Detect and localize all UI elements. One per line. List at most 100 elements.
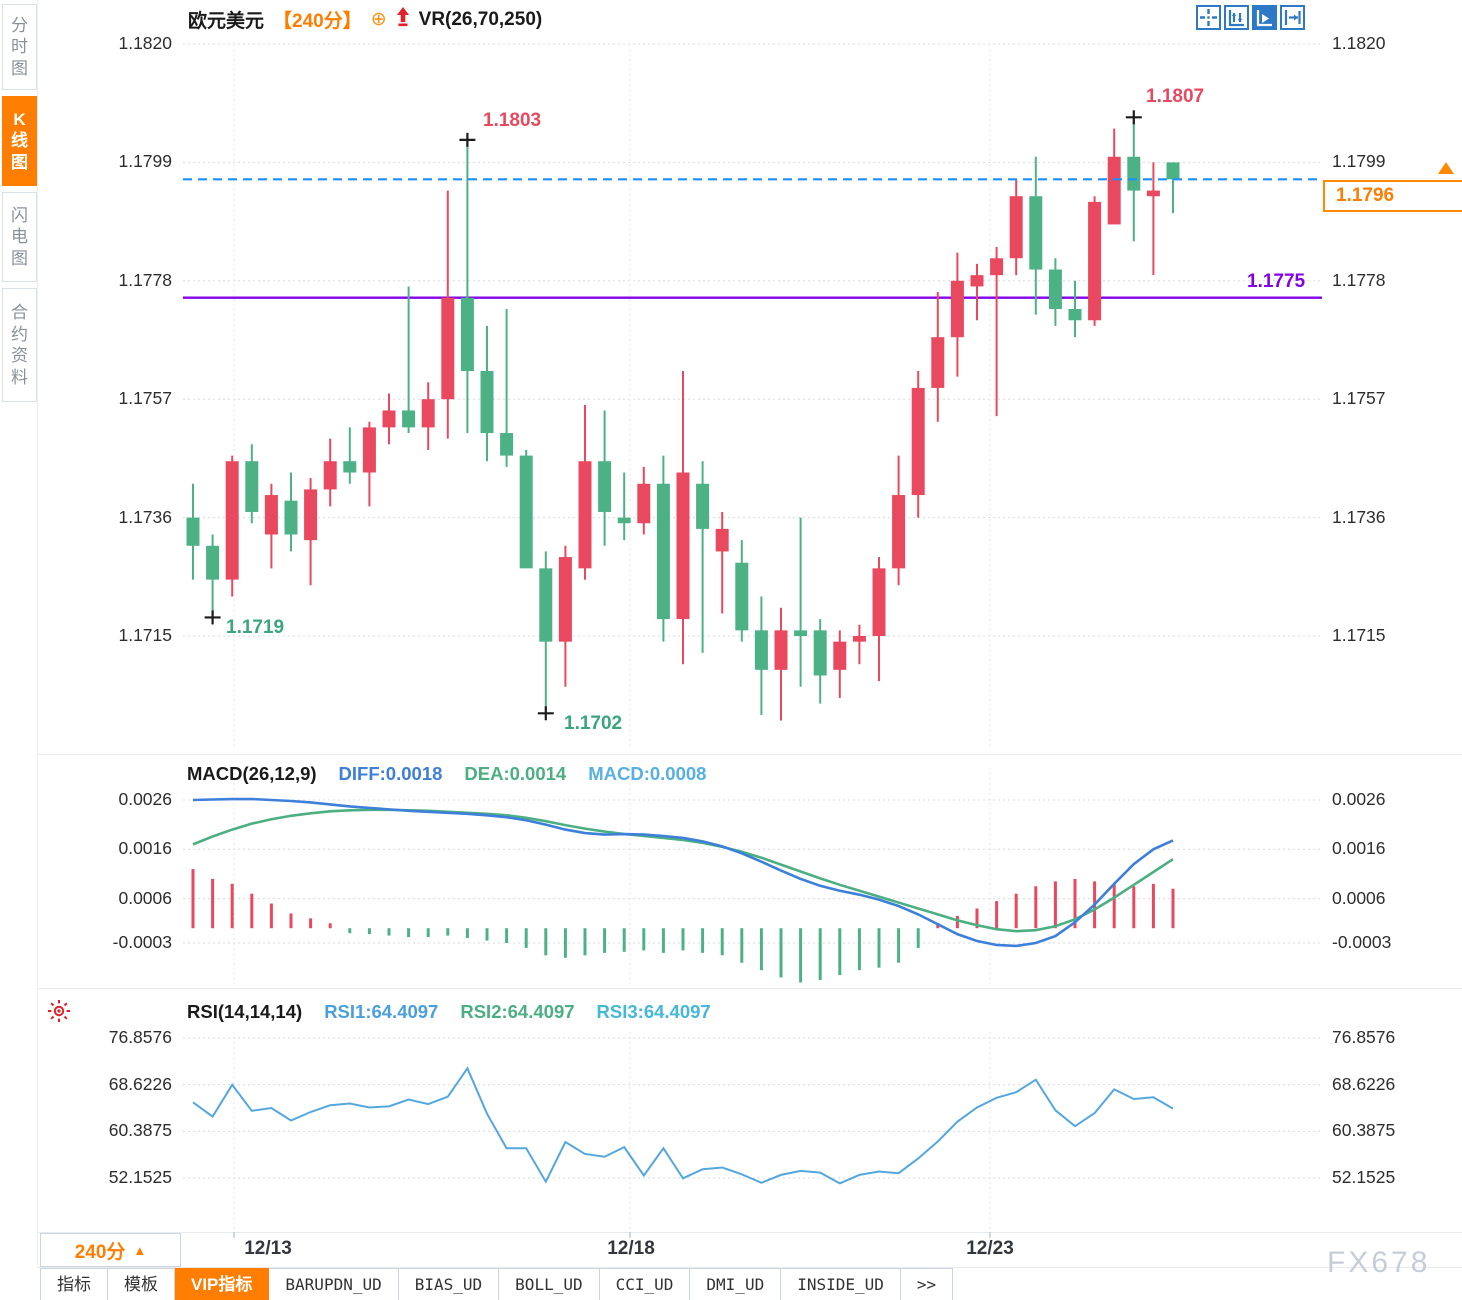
price-axis-label: 1.1778 [118,269,172,290]
rsi1-value: RSI1:64.4097 [324,1001,439,1022]
candle-body [794,630,808,636]
price-axis-label: 1.1715 [1332,625,1386,645]
price-axis-label: 1.1736 [118,506,172,527]
macd-axis-label: 0.0006 [1332,887,1386,908]
candle-body [441,297,455,400]
candle-body [245,461,259,512]
low-label-1: 1.1719 [226,617,285,638]
candle-body [970,275,984,287]
indicator-settings-icon[interactable] [46,998,72,1029]
candle-body [500,433,514,456]
timeframe-selector[interactable]: 240分 ▲ [40,1233,181,1267]
symbol-title: 欧元美元 [188,11,265,32]
macd-dea-value: DEA:0.0014 [464,763,567,784]
candle-body [323,461,337,490]
rsi-axis-label: 52.1525 [108,1167,172,1187]
macd-axis-label: 0.0026 [1332,789,1386,809]
panel-separator [38,988,1462,989]
candle-body [225,461,239,580]
price-axis-label: 1.1820 [118,33,172,53]
candle-body [637,483,651,524]
tab-dmi-ud[interactable]: DMI_UD [690,1268,782,1300]
candle-body [676,472,690,620]
tab-bias-ud[interactable]: BIAS_UD [398,1268,500,1300]
candle-body [206,545,220,580]
candle-body [1048,269,1062,309]
candle-body [735,562,749,631]
timeframe-label[interactable]: 【240分】 [273,11,362,32]
date-tick: 12/13 [244,1238,292,1259]
candle-body [950,280,964,338]
candle-body [911,387,925,496]
date-tick: 12/23 [966,1238,1014,1259]
candle-body [852,636,866,642]
rsi-title: RSI(14,14,14) [187,1001,303,1022]
candle-body [578,461,592,569]
price-axis-label: 1.1757 [1332,388,1386,409]
candle-body [754,630,768,670]
high-label: 1.1807 [1146,86,1205,107]
candle-body [460,297,474,372]
tab-templates[interactable]: 模板 [108,1268,175,1300]
axis-fit-icon[interactable] [1224,5,1249,30]
watermark: FX678 [1327,1246,1431,1279]
candle-body [264,495,278,535]
pan-right-icon[interactable] [1280,5,1305,30]
candle-body [892,495,906,569]
panel-separator [38,1267,1462,1268]
candle-body [715,528,729,552]
rsi-axis-label: 52.1525 [1332,1167,1396,1187]
candle-body [598,461,612,512]
candle-body [813,630,827,676]
rsi-axis-label: 68.6226 [1332,1073,1396,1094]
rsi-axis-label: 68.6226 [108,1073,172,1094]
macd-axis-label: 0.0026 [118,789,172,809]
price-axis-label: 1.1799 [1332,151,1386,172]
macd-axis-label: 0.0006 [118,887,172,908]
tab-vip-indicators[interactable]: VIP指标 [175,1268,270,1300]
candle-body [1127,156,1141,191]
tab-more[interactable]: >> [900,1268,954,1300]
indicator-title: VR(26,70,250) [418,8,543,30]
tab-indicators[interactable]: 指标 [40,1268,108,1300]
candle-body [774,630,788,670]
tab-inside-ud[interactable]: INSIDE_UD [781,1268,901,1300]
candle-body [304,489,318,541]
macd-header: MACD(26,12,9) DIFF:0.0018 DEA:0.0014 MAC… [187,763,706,785]
candle-body [1166,162,1180,180]
sidebar-tab-flash-chart[interactable]: 闪电图 [2,192,37,282]
candle-body [1146,190,1160,197]
dropdown-up-icon: ▲ [133,1242,147,1258]
chart-toolbar [1196,5,1305,30]
tab-boll-ud[interactable]: BOLL_UD [499,1268,600,1300]
sidebar-divider [37,0,38,1268]
candle-body [519,455,533,569]
tab-barupdn-ud[interactable]: BARUPDN_UD [269,1268,399,1300]
candle-body [402,410,416,428]
price-axis-label: 1.1736 [1332,506,1386,527]
chart-header: 欧元美元 【240分】 ⊕ VR(26,70,250) [188,6,542,33]
macd-axis-label: -0.0003 [112,932,172,952]
price-up-arrow-icon [1438,162,1454,174]
timeframe-value: 240分 [74,1241,126,1263]
candle-body [696,483,710,529]
low-label-2: 1.1702 [564,713,623,734]
candle-body [617,517,631,524]
sidebar-tab-time-chart[interactable]: 分时图 [2,4,37,90]
add-indicator-icon[interactable]: ⊕ [370,9,387,30]
sidebar-tab-contract-info[interactable]: 合约资料 [2,288,37,402]
price-axis-label: 1.1715 [118,625,172,645]
axis-play-icon[interactable] [1252,5,1277,30]
macd-hist-value: MACD:0.0008 [588,763,707,784]
up-arrow-icon [396,7,410,32]
current-price-tag: 1.1796 [1323,180,1462,212]
tab-cci-ud[interactable]: CCI_UD [599,1268,691,1300]
candle-body [186,517,200,546]
crosshair-icon[interactable] [1196,5,1221,30]
price-axis-label: 1.1820 [1332,33,1386,53]
candle-body [343,461,357,473]
rsi-axis-label: 76.8576 [1332,1027,1396,1047]
macd-axis-label: -0.0003 [1332,932,1392,952]
